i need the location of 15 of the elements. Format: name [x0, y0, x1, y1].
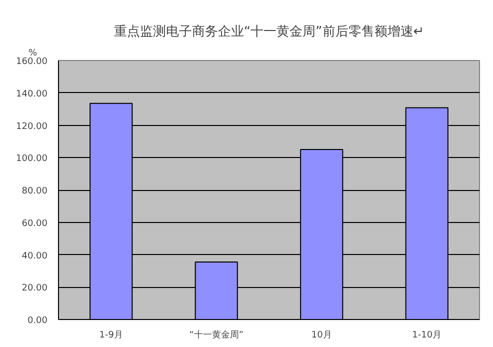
y-tick-label: 40.00	[22, 251, 48, 262]
x-tick-label: 10月	[311, 330, 332, 340]
chart-title: 重点监测电子商务企业“十一黄金周”前后零售额增速↵	[114, 24, 424, 40]
y-tick-label: 120.00	[16, 122, 48, 132]
x-tick-label: 1-9月	[99, 330, 123, 340]
y-tick-label: 140.00	[16, 89, 48, 100]
x-tick-label: “十一黄金周”	[189, 330, 244, 340]
x-tick-label: 1-10月	[412, 330, 442, 340]
y-tick-label: 60.00	[22, 218, 48, 229]
y-tick-label: 0.00	[27, 316, 48, 326]
y-tick-label: 80.00	[22, 186, 48, 196]
y-tick-label: 160.00	[16, 57, 48, 67]
y-tick-label: 100.00	[16, 154, 48, 164]
y-tick-label: 20.00	[22, 284, 48, 294]
y-axis-title: %	[28, 48, 38, 58]
